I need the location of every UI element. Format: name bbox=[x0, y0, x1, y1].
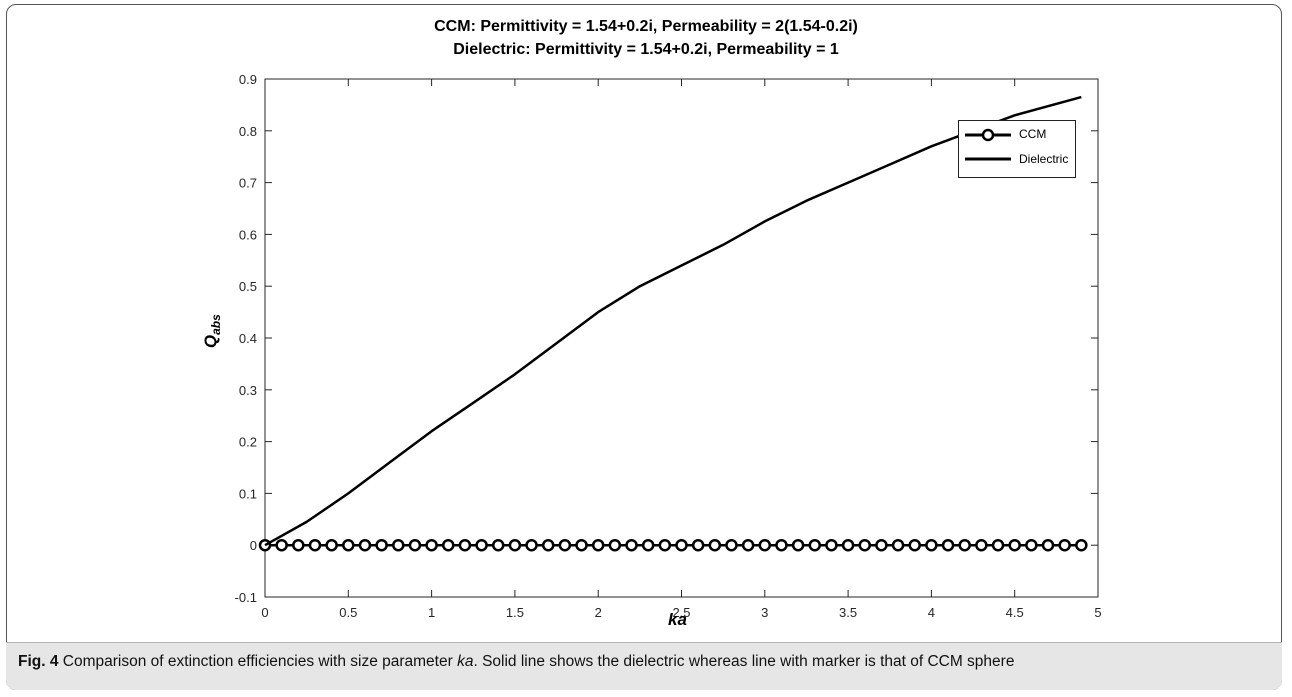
series-ccm-marker bbox=[741, 538, 755, 552]
series-ccm-marker bbox=[658, 538, 672, 552]
series-ccm-marker bbox=[725, 538, 738, 552]
legend: CCM Dielectric bbox=[958, 120, 1076, 178]
x-tick-label: 1 bbox=[428, 605, 435, 620]
series-ccm-marker bbox=[1058, 538, 1071, 552]
x-tick-label: 5 bbox=[1094, 605, 1101, 620]
series-ccm-marker bbox=[625, 538, 638, 552]
series-ccm-marker bbox=[1008, 538, 1021, 552]
x-tick-label: 0 bbox=[261, 605, 268, 620]
x-axis-label: ka bbox=[668, 610, 687, 629]
series-ccm-marker bbox=[841, 538, 855, 552]
y-tick-label: 0.4 bbox=[239, 331, 257, 346]
x-tick-label: 2 bbox=[595, 605, 602, 620]
y-tick-label: 0.3 bbox=[239, 383, 257, 398]
series-ccm-marker bbox=[808, 538, 822, 552]
y-tick-label: 0.6 bbox=[239, 227, 257, 242]
series-ccm-marker bbox=[475, 538, 488, 552]
series-ccm-marker bbox=[858, 538, 872, 552]
series-ccm-marker bbox=[275, 538, 288, 552]
series-ccm-marker bbox=[608, 538, 622, 552]
y-axis-label: Qabs bbox=[201, 314, 223, 348]
series-ccm-marker bbox=[925, 538, 938, 552]
chart-title-line2: Dielectric: Permittivity = 1.54+0.2i, Pe… bbox=[453, 41, 839, 58]
series-ccm-marker bbox=[591, 538, 605, 552]
caption-bar: Fig. 4 Comparison of extinction efficien… bbox=[6, 642, 1282, 690]
series-ccm-marker bbox=[991, 538, 1005, 552]
x-tick-label: 0.5 bbox=[339, 605, 357, 620]
series-ccm-marker bbox=[758, 538, 772, 552]
y-tick-label: 0.9 bbox=[239, 72, 257, 87]
y-axis-label-main: Q bbox=[200, 334, 220, 349]
series-ccm-marker bbox=[491, 538, 505, 552]
legend-label-dielectric: Dielectric bbox=[1019, 152, 1069, 166]
x-tick-label: 4 bbox=[928, 605, 935, 620]
series-ccm-marker bbox=[392, 538, 405, 552]
legend-ccm-marker bbox=[981, 128, 995, 142]
series-ccm-marker bbox=[791, 538, 805, 552]
caption-label: Fig. 4 bbox=[18, 653, 59, 670]
y-tick-label: 0.2 bbox=[239, 435, 257, 450]
series-ccm-marker bbox=[358, 538, 372, 552]
series-ccm-marker bbox=[691, 538, 705, 552]
series-ccm-marker bbox=[875, 538, 888, 552]
caption-text-a: Comparison of extinction efficiencies wi… bbox=[58, 653, 458, 670]
x-tick-label: 3 bbox=[761, 605, 768, 620]
series-ccm-marker bbox=[425, 538, 438, 552]
series-ccm-marker bbox=[891, 538, 905, 552]
series-ccm-marker bbox=[342, 538, 355, 552]
series-ccm-marker bbox=[458, 538, 472, 552]
series-ccm-marker bbox=[641, 538, 655, 552]
figure-caption: Fig. 4 Comparison of extinction efficien… bbox=[18, 653, 1268, 671]
caption-text-b: . Solid line shows the dielectric wherea… bbox=[473, 653, 1015, 670]
x-tick-label: 2.5 bbox=[672, 605, 690, 620]
x-tick-label: 1.5 bbox=[506, 605, 524, 620]
y-axis-label-sub: abs bbox=[209, 314, 224, 335]
series-ccm-marker bbox=[292, 538, 305, 552]
series-ccm-marker bbox=[975, 538, 988, 552]
series-ccm-marker bbox=[908, 538, 921, 552]
series-ccm-marker bbox=[325, 538, 338, 552]
series-ccm-marker bbox=[525, 538, 538, 552]
figure-frame bbox=[6, 4, 1282, 690]
series-ccm-marker bbox=[408, 538, 422, 552]
series-ccm-marker bbox=[1075, 538, 1088, 552]
caption-italic: ka bbox=[457, 653, 474, 670]
series-ccm-marker bbox=[958, 538, 971, 552]
chart-title-line1: CCM: Permittivity = 1.54+0.2i, Permeabil… bbox=[434, 18, 858, 35]
series-ccm-marker bbox=[675, 538, 688, 552]
legend-label-ccm: CCM bbox=[1019, 127, 1047, 141]
y-tick-label: -0.1 bbox=[235, 590, 257, 605]
y-tick-label: 0.1 bbox=[239, 486, 257, 501]
series-ccm-marker bbox=[541, 538, 555, 552]
series-ccm-marker bbox=[558, 538, 572, 552]
series-ccm-marker bbox=[375, 538, 388, 552]
series-ccm-marker bbox=[575, 538, 588, 552]
series-ccm-marker bbox=[308, 538, 322, 552]
series-ccm-marker bbox=[1025, 538, 1038, 552]
series-ccm-marker bbox=[708, 538, 722, 552]
y-tick-label: 0.7 bbox=[239, 176, 257, 191]
y-tick-label: 0.8 bbox=[239, 124, 257, 139]
series-ccm-marker bbox=[508, 538, 522, 552]
series-ccm-marker bbox=[442, 538, 455, 552]
series-ccm-marker bbox=[825, 538, 838, 552]
y-tick-label: 0 bbox=[250, 538, 257, 553]
x-tick-label: 3.5 bbox=[839, 605, 857, 620]
series-ccm-marker bbox=[941, 538, 955, 552]
y-tick-label: 0.5 bbox=[239, 279, 257, 294]
x-tick-label: 4.5 bbox=[1006, 605, 1024, 620]
series-dielectric-line bbox=[264, 95, 1082, 547]
series-ccm-marker bbox=[775, 538, 788, 552]
legend-swatches bbox=[965, 128, 1011, 161]
series-ccm-marker bbox=[1041, 538, 1055, 552]
